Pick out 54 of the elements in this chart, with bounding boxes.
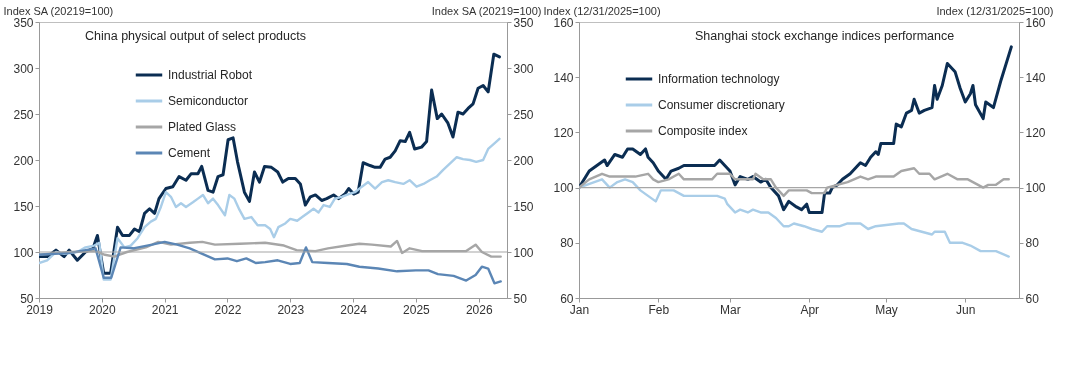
text: Shanghai stock exchange indices performance xyxy=(695,29,955,43)
x-tick-label: Jun xyxy=(956,302,976,317)
y2-tick-label: 350 xyxy=(513,15,534,30)
y2-tick-label: 100 xyxy=(513,245,534,260)
y2-tick-label: 100 xyxy=(1025,181,1046,196)
y-tick-label: 200 xyxy=(13,153,34,168)
legend-label: Semiconductor xyxy=(168,94,249,108)
line-series xyxy=(39,137,501,281)
y-tick-label: 140 xyxy=(553,70,574,85)
y2-axis-title: Index (12/31/2025=100) xyxy=(936,4,1054,17)
y2-tick-label: 120 xyxy=(1025,125,1046,140)
x-tick-label: 2026 xyxy=(465,302,493,317)
line-series xyxy=(579,45,1013,214)
y2-tick-label: 80 xyxy=(1025,236,1040,251)
x-tick-label: 2020 xyxy=(88,302,116,317)
y2-tick-label: 60 xyxy=(1025,291,1040,306)
x-tick-label: 2023 xyxy=(277,302,305,317)
line-series xyxy=(579,178,1010,258)
y-tick-label: 120 xyxy=(553,125,574,140)
y-tick-label: 160 xyxy=(553,15,574,30)
legend-label: Consumer discretionary xyxy=(658,98,785,112)
x-tick-label: 2025 xyxy=(403,302,431,317)
y-tick-label: 100 xyxy=(553,181,574,196)
y-tick-label: 250 xyxy=(13,107,34,122)
y-tick-label: 300 xyxy=(13,61,34,76)
y2-tick-label: 300 xyxy=(513,61,534,76)
y2-tick-label: 50 xyxy=(513,291,528,306)
y2-tick-label: 250 xyxy=(513,107,534,122)
y-tick-label: 350 xyxy=(13,15,34,30)
text: China physical output of select products xyxy=(85,29,306,43)
x-tick-label: Feb xyxy=(648,302,670,317)
legend-label: Industrial Robot xyxy=(168,68,253,82)
y-tick-label: 80 xyxy=(560,236,574,251)
x-tick-label: Mar xyxy=(720,302,741,317)
x-tick-label: May xyxy=(875,302,898,317)
y2-tick-label: 160 xyxy=(1025,15,1046,30)
y2-axis-title: Index SA (20219=100) xyxy=(431,4,542,17)
y2-tick-label: 140 xyxy=(1025,70,1046,85)
y2-tick-label: 150 xyxy=(513,199,534,214)
x-tick-label: 2021 xyxy=(151,302,179,317)
legend-label: Plated Glass xyxy=(168,120,237,134)
y-axis-title: Index SA (20219=100) xyxy=(3,4,114,17)
y-tick-label: 100 xyxy=(13,245,34,260)
legend-label: Composite index xyxy=(658,124,748,138)
legend-label: Cement xyxy=(168,146,211,160)
legend-label: Information technology xyxy=(658,72,780,86)
x-tick-label: Apr xyxy=(800,302,820,317)
x-tick-label: 2024 xyxy=(340,302,368,317)
y-tick-label: 150 xyxy=(13,199,34,214)
x-tick-label: 2022 xyxy=(214,302,242,317)
y-axis-title: Index (12/31/2025=100) xyxy=(543,4,661,17)
line-series xyxy=(39,240,502,285)
line-series xyxy=(39,52,501,275)
y2-tick-label: 200 xyxy=(513,153,534,168)
